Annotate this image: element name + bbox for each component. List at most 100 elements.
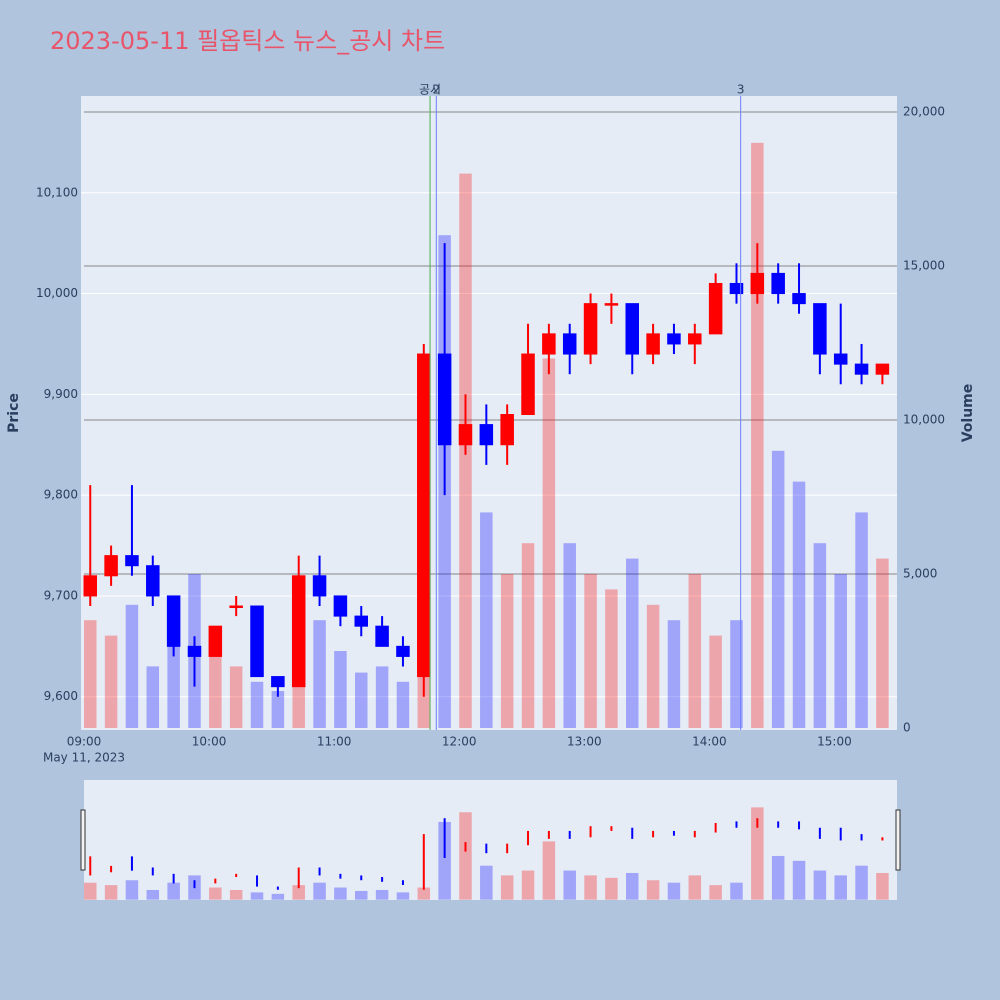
candle-body (250, 605, 264, 678)
slider-volume (313, 882, 326, 900)
slider-volume (542, 841, 556, 900)
x-tick-label: 12:00 (442, 735, 477, 749)
slider-volume (834, 875, 847, 900)
volume-bar (563, 543, 576, 728)
y-tick-label: 9,900 (44, 387, 78, 401)
event-label: 3 (737, 83, 745, 97)
candle-body (500, 414, 514, 446)
slider-volume (167, 882, 180, 900)
y2-tick-label: 0 (903, 720, 911, 734)
candle-body (854, 363, 869, 375)
slider-handle[interactable] (895, 809, 901, 871)
slider-volume (751, 807, 764, 900)
volume-bar (792, 481, 806, 728)
slider-volume (125, 880, 139, 900)
range-slider[interactable] (84, 780, 897, 900)
candle-body (83, 575, 98, 597)
volume-bar (688, 574, 702, 728)
candle-body (104, 555, 118, 577)
candle-body (708, 282, 723, 335)
candle-body (792, 293, 806, 305)
volume-bar (751, 142, 764, 728)
plot-area (81, 96, 897, 730)
slider-volume (855, 865, 868, 900)
candle-body (229, 605, 243, 609)
volume-bar (542, 358, 556, 728)
slider-volume (521, 870, 535, 900)
candle-body (667, 333, 681, 345)
slider-volume (104, 885, 118, 900)
slider-volume (271, 893, 285, 900)
volume-bar (375, 666, 389, 728)
volume-bar (730, 620, 743, 728)
volume-bar (396, 681, 410, 728)
slider-volume (459, 812, 472, 900)
slider-volume (688, 875, 702, 900)
chart-title: 2023-05-11 필옵틱스 뉴스_공시 차트 (50, 27, 445, 55)
volume-bar (500, 574, 514, 728)
candle-body (417, 353, 431, 678)
y-tick-label: 9,600 (44, 689, 78, 703)
slider-volume (605, 877, 618, 900)
slider-volume (438, 821, 451, 900)
candle-body (146, 565, 160, 597)
x-date-label: May 11, 2023 (43, 751, 125, 765)
volume-bar (876, 558, 889, 728)
y2-tick-label: 15,000 (903, 259, 945, 273)
candle-body (604, 303, 619, 306)
volume-bar (771, 450, 785, 728)
volume-bar (834, 574, 847, 728)
slider-volume (563, 870, 576, 900)
candle-body (771, 272, 785, 295)
slider-volume (355, 890, 368, 900)
event-label: 2 (432, 83, 440, 97)
candle-body (688, 333, 702, 345)
x-tick-label: 13:00 (567, 735, 602, 749)
slider-volume (250, 892, 264, 900)
volume-bar (229, 666, 243, 728)
volume-bar (480, 512, 493, 728)
candle-body (187, 645, 202, 657)
candle-body (437, 353, 452, 446)
slider-volume (626, 872, 639, 900)
candle-body (291, 575, 306, 688)
slider-volume (229, 889, 243, 900)
candle-body (625, 303, 640, 355)
y2-tick-label: 10,000 (903, 413, 945, 427)
candle-body (333, 595, 348, 617)
candle-body (271, 676, 285, 688)
candle-body (729, 282, 744, 295)
volume-bar (667, 620, 681, 728)
slider-handle[interactable] (80, 809, 86, 871)
y-tick-label: 10,100 (36, 185, 78, 199)
volume-bar (355, 672, 368, 728)
candle-body (833, 353, 848, 365)
volume-bar (167, 620, 180, 728)
x-tick-label: 14:00 (692, 735, 727, 749)
volume-bar (209, 651, 222, 728)
slider-volume (667, 882, 681, 900)
y2-tick-label: 5,000 (903, 567, 937, 581)
slider-volume (500, 875, 514, 900)
candle-body (375, 625, 389, 647)
y-tick-label: 10,000 (36, 286, 78, 300)
volume-bar (334, 651, 347, 728)
slider-volume (292, 885, 305, 900)
candle-body (542, 333, 556, 355)
candle-body (583, 303, 598, 355)
volume-bar (855, 512, 868, 728)
slider-volume (771, 855, 785, 900)
slider-volume (584, 875, 597, 900)
y2-axis-title: Volume (960, 384, 976, 443)
slider-volume (209, 887, 222, 900)
volume-bar (709, 635, 722, 728)
slider-volume (375, 889, 389, 900)
candle-body (521, 353, 535, 416)
volume-bar (605, 589, 618, 728)
x-tick-label: 11:00 (317, 735, 352, 749)
volume-bar (313, 620, 326, 728)
candle-body (396, 645, 410, 657)
candle-body (208, 625, 223, 657)
volume-bar (584, 574, 597, 728)
